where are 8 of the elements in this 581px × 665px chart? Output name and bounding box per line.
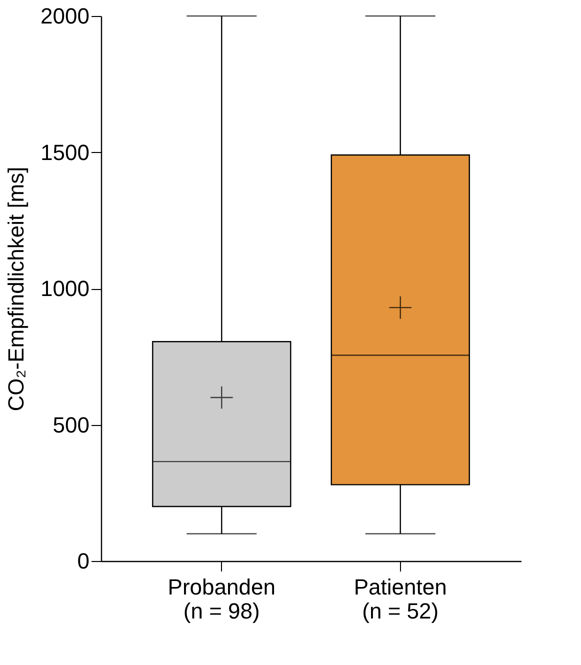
y-tick-label: 1500 — [40, 140, 90, 165]
y-axis-title: CO₂-Empfindlichkeit [ms] — [4, 166, 29, 412]
y-tick-label: 1000 — [40, 276, 90, 301]
x-tick-label: Probanden (n = 98) — [168, 574, 276, 624]
y-tick-label: 0 — [77, 548, 90, 574]
y-tick-label: 500 — [52, 412, 90, 438]
x-tick-label: Patienten (n = 52) — [354, 574, 447, 624]
y-tick-label: 2000 — [40, 4, 90, 28]
